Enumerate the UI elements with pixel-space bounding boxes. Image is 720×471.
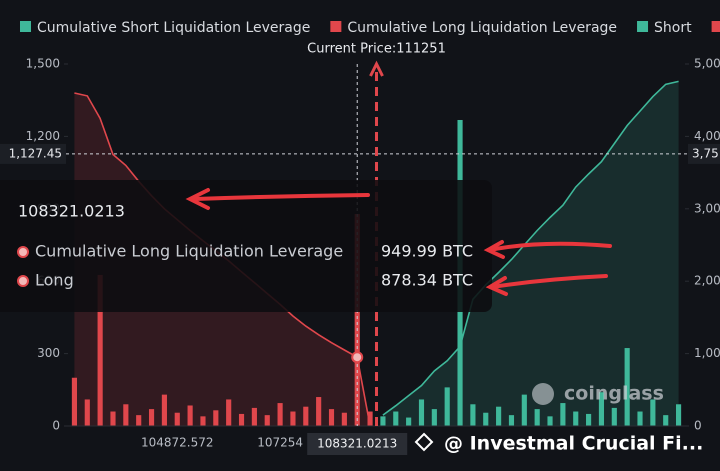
bar xyxy=(238,413,245,426)
bar xyxy=(586,413,592,426)
bar xyxy=(483,412,489,426)
bar xyxy=(663,415,669,426)
y2-tick-label: 0 xyxy=(694,419,702,433)
annotation-arrow xyxy=(488,241,612,252)
bar xyxy=(84,399,90,426)
bar xyxy=(393,411,399,426)
crosshair-y2-label: 3,75 xyxy=(692,146,719,160)
legend-swatch xyxy=(20,21,31,32)
crosshair-y-label: 1,127.45 xyxy=(9,146,62,160)
y-tick-label: 1,500 xyxy=(26,57,60,71)
annotation-arrow-head xyxy=(485,276,508,296)
y2-tick-label: 3,000 xyxy=(694,201,720,215)
bar xyxy=(341,412,347,426)
bar xyxy=(367,411,373,426)
bar xyxy=(213,410,219,426)
bar xyxy=(637,411,643,426)
x-tick-label: 107254 xyxy=(257,436,303,450)
tooltip-value: 949.99 BTC xyxy=(381,242,473,261)
bar xyxy=(560,403,566,426)
tooltip-dot xyxy=(17,246,29,258)
y-tick-label: 1,200 xyxy=(26,129,60,143)
bar xyxy=(521,394,527,426)
bar xyxy=(328,409,335,426)
bar xyxy=(110,411,116,426)
crosshair-x-label: 108321.0213 xyxy=(317,437,397,451)
y-tick-label: 300 xyxy=(37,346,60,360)
bar xyxy=(431,409,437,426)
annotation-arrow xyxy=(490,274,608,289)
bar xyxy=(354,214,360,426)
bar xyxy=(534,409,540,426)
bar xyxy=(624,348,630,426)
crosshair-x-box xyxy=(307,433,408,455)
bar xyxy=(161,394,167,426)
bar xyxy=(290,411,296,426)
annotation-arrow-head xyxy=(185,188,210,210)
tooltip-value: 878.34 BTC xyxy=(381,271,473,290)
legend-swatch xyxy=(637,21,649,32)
bar xyxy=(676,404,682,426)
bar xyxy=(200,416,206,426)
tooltip-title: 108321.0213 xyxy=(18,202,125,221)
y2-tick-label: 5,000 xyxy=(694,57,720,71)
bar xyxy=(380,416,386,426)
legend-label: Cumulative Long Liquidation Leverage xyxy=(347,20,617,36)
bar xyxy=(226,399,232,426)
tooltip-dot xyxy=(17,275,29,287)
bar xyxy=(418,399,425,426)
bar xyxy=(251,407,257,426)
bar xyxy=(598,392,605,426)
watermark-logo xyxy=(532,383,554,405)
legend-label: Short xyxy=(654,20,692,36)
bar xyxy=(650,399,656,426)
crosshair-y-box xyxy=(0,143,66,164)
watermark: coinglass xyxy=(564,383,664,405)
current-price-arrow xyxy=(369,60,384,77)
y-tick-label: 0 xyxy=(52,419,60,433)
bar xyxy=(277,403,283,426)
crosshair-dot xyxy=(351,351,364,364)
bar xyxy=(303,406,309,426)
bar xyxy=(316,397,322,426)
y2-tick-label: 1,000 xyxy=(694,346,720,360)
y2-tick-label: 4,000 xyxy=(694,129,720,143)
bar xyxy=(71,377,77,426)
bar xyxy=(97,274,103,426)
area-fill xyxy=(382,81,679,427)
annotation-arrow xyxy=(193,193,370,201)
tooltip-label: Cumulative Long Liquidation Leverage xyxy=(35,242,343,261)
legend-swatch xyxy=(711,21,720,32)
bar xyxy=(444,387,450,426)
tooltip: 108321.0213 Cumulative Long Liquidation L… xyxy=(0,180,492,312)
bar xyxy=(174,412,180,426)
y2-tick-label: 2,000 xyxy=(694,274,720,288)
bar xyxy=(508,415,515,426)
x-tick-label: 104872.572 xyxy=(141,436,214,450)
overlay-text: @ Investmal Crucial Fi... xyxy=(444,433,703,455)
annotation-arrow-head xyxy=(483,240,505,259)
line xyxy=(382,80,679,416)
bar xyxy=(496,406,502,426)
legend-swatch xyxy=(330,21,342,32)
bar xyxy=(264,415,270,426)
bar xyxy=(187,405,193,426)
bar xyxy=(406,417,412,426)
bar xyxy=(547,416,553,426)
bar xyxy=(136,415,142,426)
legend-label: Cumulative Short Liquidation Leverage xyxy=(37,20,310,36)
tooltip-label: Long xyxy=(35,271,74,290)
bar xyxy=(573,411,579,426)
crosshair-y2-box xyxy=(688,143,720,164)
current-price-label: Current Price:111251 xyxy=(307,42,446,57)
bar xyxy=(123,404,129,426)
overlay-logo xyxy=(414,432,434,452)
tooltip-box xyxy=(0,180,492,312)
bar xyxy=(470,404,476,426)
bar xyxy=(148,409,155,426)
bar xyxy=(611,407,617,426)
